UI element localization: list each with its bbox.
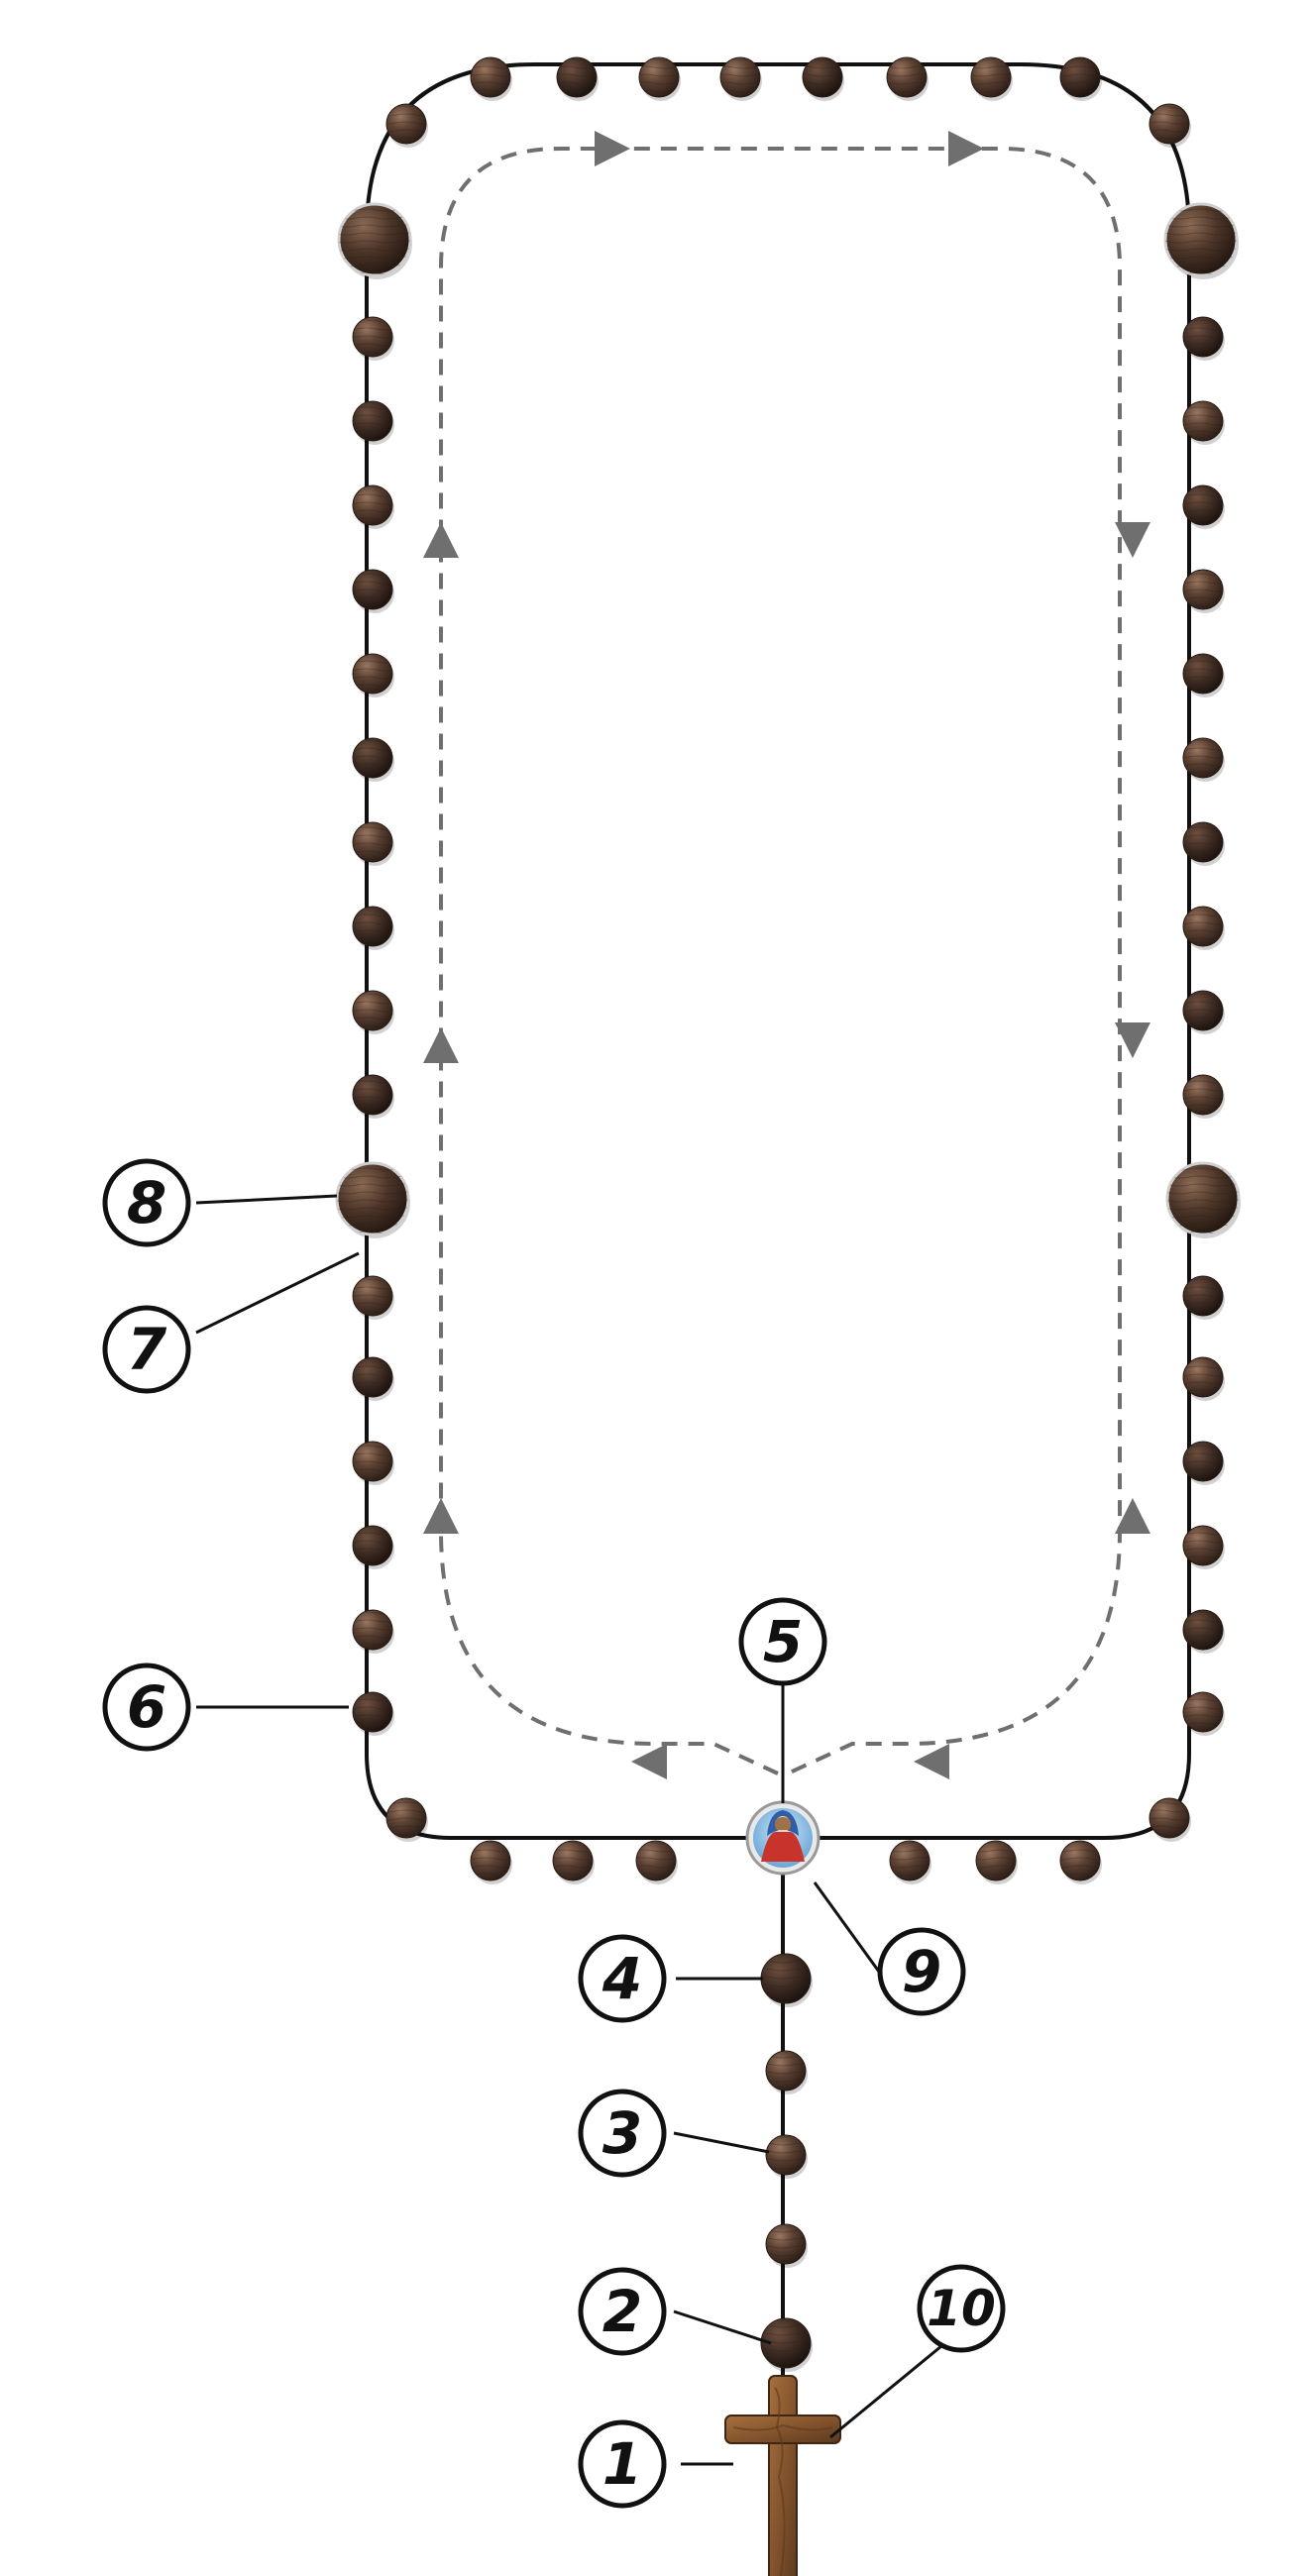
arrow-up-icon — [423, 1027, 459, 1063]
arrow-down-icon — [1115, 1022, 1150, 1058]
callout-label: 5 — [763, 1608, 803, 1675]
virgin-mary-medal-icon — [745, 1800, 821, 1876]
hail-mary-bead — [1182, 1691, 1225, 1736]
hail-mary-bead — [352, 737, 394, 782]
callout-label: 8 — [127, 1169, 166, 1236]
callout-label: 10 — [927, 2280, 996, 2337]
hail-mary-bead — [1182, 484, 1225, 529]
callout-8: 8 — [102, 1158, 191, 1247]
callout-2: 2 — [578, 2267, 667, 2356]
hail-mary-bead — [889, 1840, 931, 1884]
bead — [638, 56, 681, 101]
bead — [1149, 103, 1191, 148]
hail-mary-bead — [1182, 653, 1225, 698]
hail-mary-bead — [1182, 821, 1225, 866]
our-father-bead — [760, 1953, 813, 2007]
bead — [556, 56, 599, 101]
hail-mary-bead — [352, 653, 394, 698]
hail-mary-bead — [352, 1525, 394, 1569]
hail-mary-bead — [352, 1691, 394, 1736]
hail-mary-bead — [765, 2134, 808, 2179]
callout-5: 5 — [738, 1597, 827, 1686]
callout-label: 1 — [602, 2430, 642, 2498]
bead — [970, 56, 1013, 101]
arrow-down-icon — [1115, 522, 1150, 558]
hail-mary-bead — [635, 1840, 678, 1884]
hail-mary-bead — [352, 484, 394, 529]
hail-mary-bead — [1149, 1797, 1191, 1842]
hail-mary-bead — [1182, 737, 1225, 782]
hail-mary-bead — [1182, 569, 1225, 613]
hail-mary-bead — [1182, 1356, 1225, 1401]
our-father-bead — [337, 202, 412, 279]
direction-arrows — [423, 131, 1150, 1779]
hail-mary-bead — [352, 1356, 394, 1401]
hail-mary-bead — [1182, 1074, 1225, 1119]
callout-7: 7 — [102, 1305, 191, 1394]
arrow-up-icon — [423, 1498, 459, 1534]
callout-label: 2 — [602, 2278, 642, 2345]
bead — [1059, 56, 1102, 101]
hail-mary-bead — [1182, 316, 1225, 361]
hail-mary-bead — [470, 1840, 512, 1884]
hail-mary-bead — [975, 1840, 1018, 1884]
hail-mary-bead — [385, 1797, 428, 1842]
hail-mary-bead — [1182, 1441, 1225, 1485]
hail-mary-bead — [1182, 400, 1225, 445]
arrow-up-icon — [1115, 1498, 1150, 1534]
hail-mary-bead — [1059, 1840, 1102, 1884]
hail-mary-bead — [352, 821, 394, 866]
bead — [470, 56, 512, 101]
hail-mary-bead — [352, 569, 394, 613]
arrow-right-icon — [595, 131, 630, 166]
hail-mary-bead — [552, 1840, 595, 1884]
callout-label: 6 — [127, 1673, 166, 1741]
our-father-bead — [335, 1161, 410, 1238]
bead — [886, 56, 929, 101]
callout-label: 9 — [902, 1938, 941, 2005]
hail-mary-bead — [352, 316, 394, 361]
hail-mary-bead — [1182, 990, 1225, 1034]
hail-mary-bead — [352, 1441, 394, 1485]
bead — [385, 103, 428, 148]
callout-9: 9 — [877, 1927, 966, 2016]
hail-mary-bead — [1182, 906, 1225, 950]
callout-1: 1 — [578, 2419, 667, 2509]
our-father-bead — [1165, 1161, 1241, 1238]
callout-label: 3 — [602, 2099, 642, 2167]
callout-3: 3 — [578, 2089, 667, 2178]
callout-label: 4 — [602, 1945, 642, 2012]
arrow-up-icon — [423, 522, 459, 558]
our-father-bead — [1163, 202, 1239, 279]
bead — [802, 56, 844, 101]
callout-6: 6 — [102, 1663, 191, 1752]
callout-label: 7 — [127, 1316, 167, 1383]
our-father-bead — [760, 2317, 813, 2372]
hail-mary-bead — [352, 1074, 394, 1119]
hail-mary-bead — [1182, 1275, 1225, 1320]
hail-mary-bead — [352, 1275, 394, 1320]
hail-mary-bead — [1182, 1609, 1225, 1654]
rosary-beads — [335, 56, 1241, 2372]
arrow-right-icon — [948, 131, 984, 166]
arrow-left-icon — [631, 1744, 667, 1779]
crucifix-icon — [724, 2375, 841, 2576]
arrow-left-icon — [914, 1744, 949, 1779]
prayer-direction-path — [439, 147, 1122, 1775]
hail-mary-bead — [352, 906, 394, 950]
callouts: 1 2 3 4 5 6 7 8 — [102, 1158, 1006, 2509]
callout-10: 10 — [917, 2264, 1006, 2353]
hail-mary-bead — [765, 2050, 808, 2094]
bead — [719, 56, 762, 101]
hail-mary-bead — [352, 400, 394, 445]
hail-mary-bead — [352, 990, 394, 1034]
hail-mary-bead — [352, 1609, 394, 1654]
hail-mary-bead — [765, 2223, 808, 2268]
callout-4: 4 — [578, 1934, 667, 2023]
hail-mary-bead — [1182, 1525, 1225, 1569]
